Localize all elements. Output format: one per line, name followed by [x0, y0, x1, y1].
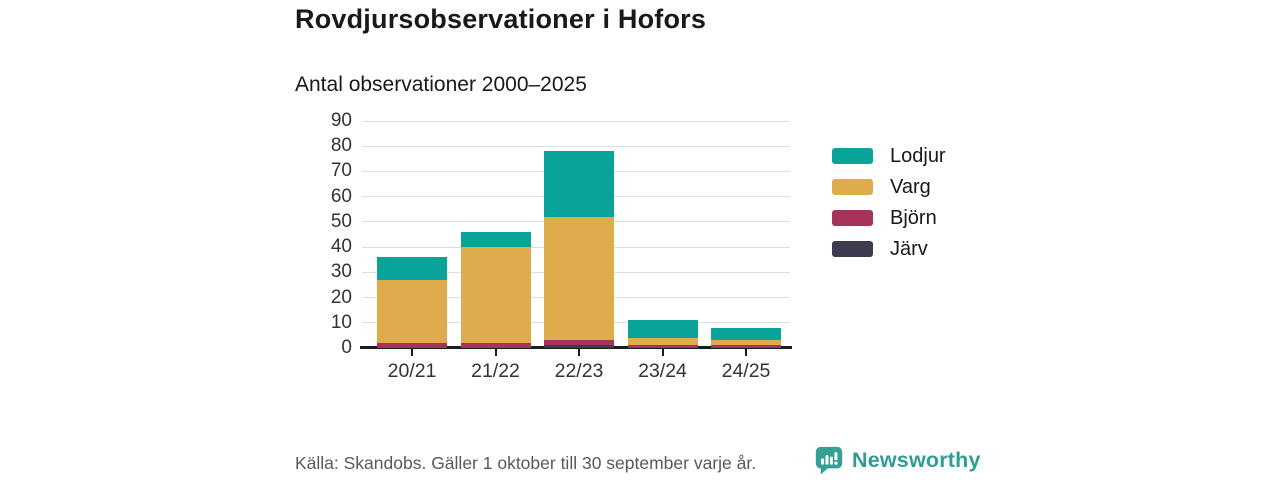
- y-tick-label: 90: [330, 110, 352, 131]
- legend-label: Järv: [890, 237, 928, 260]
- x-tick: [661, 349, 664, 356]
- x-tick-label-22-23: 22/23: [554, 360, 604, 382]
- brand-name: Newsworthy: [852, 448, 981, 472]
- y-tick-label: 20: [330, 286, 352, 308]
- bar-segment-lodjur-23-24: [627, 320, 698, 338]
- y-tick-label: 80: [330, 135, 352, 157]
- legend-swatch-lodjur: [832, 148, 873, 164]
- x-tick-label-21-22: 21/22: [471, 360, 520, 382]
- gridline-80: [362, 145, 790, 147]
- legend-item-järv: Järv: [832, 234, 946, 264]
- legend-label: Varg: [890, 175, 931, 198]
- bar-segment-lodjur-24-25: [711, 327, 781, 341]
- legend-label: Lodjur: [890, 144, 946, 167]
- bar-segment-varg-23-24: [627, 337, 698, 346]
- y-tick-label: 30: [330, 261, 352, 283]
- bar-segment-björn-22-23: [544, 340, 614, 346]
- x-tick-label-23-24: 23/24: [638, 360, 687, 382]
- bar-segment-björn-21-22: [460, 342, 531, 348]
- x-tick: [411, 349, 413, 356]
- y-tick-label: 0: [341, 337, 352, 358]
- legend-item-lodjur: Lodjur: [832, 141, 946, 171]
- bar-segment-järv-22-23: [544, 345, 614, 348]
- legend-item-varg: Varg: [832, 172, 946, 202]
- newsworthy-logo: Newsworthy: [815, 446, 981, 475]
- bar-segment-björn-20-21: [377, 342, 447, 348]
- legend-swatch-björn: [832, 210, 873, 226]
- bar-segment-lodjur-21-22: [460, 232, 531, 248]
- bar-segment-varg-24-25: [711, 340, 781, 346]
- bar-segment-lodjur-22-23: [544, 151, 614, 217]
- x-tick: [745, 349, 747, 356]
- y-tick-label: 70: [330, 160, 352, 182]
- bar-segment-varg-22-23: [544, 216, 614, 341]
- bar-segment-björn-23-24: [627, 345, 698, 348]
- legend-item-björn: Björn: [832, 203, 946, 233]
- x-tick-label-24-25: 24/25: [721, 360, 771, 382]
- bar-segment-varg-20-21: [377, 279, 447, 343]
- legend-label: Björn: [890, 206, 937, 229]
- x-tick: [578, 349, 580, 356]
- y-tick-label: 10: [330, 311, 352, 333]
- plot-area: [360, 120, 792, 349]
- legend-swatch-varg: [832, 179, 873, 195]
- chart-title: Rovdjursobservationer i Hofors: [295, 4, 707, 34]
- y-tick-label: 60: [330, 185, 352, 207]
- x-tick: [494, 349, 497, 356]
- y-tick-label: 50: [330, 210, 352, 232]
- gridline-90: [362, 120, 790, 122]
- bar-segment-varg-21-22: [460, 247, 531, 343]
- legend: Lodjur Varg Björn Järv: [832, 141, 946, 265]
- bar-segment-lodjur-20-21: [377, 257, 447, 280]
- y-tick-label: 40: [330, 236, 352, 258]
- bar-segment-björn-24-25: [711, 345, 781, 348]
- newsworthy-bubble-icon: [815, 446, 843, 475]
- chart-subtitle: Antal observationer 2000–2025: [295, 73, 587, 96]
- legend-swatch-järv: [832, 241, 873, 257]
- x-tick-label-20-21: 20/21: [387, 360, 437, 382]
- source-note: Källa: Skandobs. Gäller 1 oktober till 3…: [295, 453, 757, 473]
